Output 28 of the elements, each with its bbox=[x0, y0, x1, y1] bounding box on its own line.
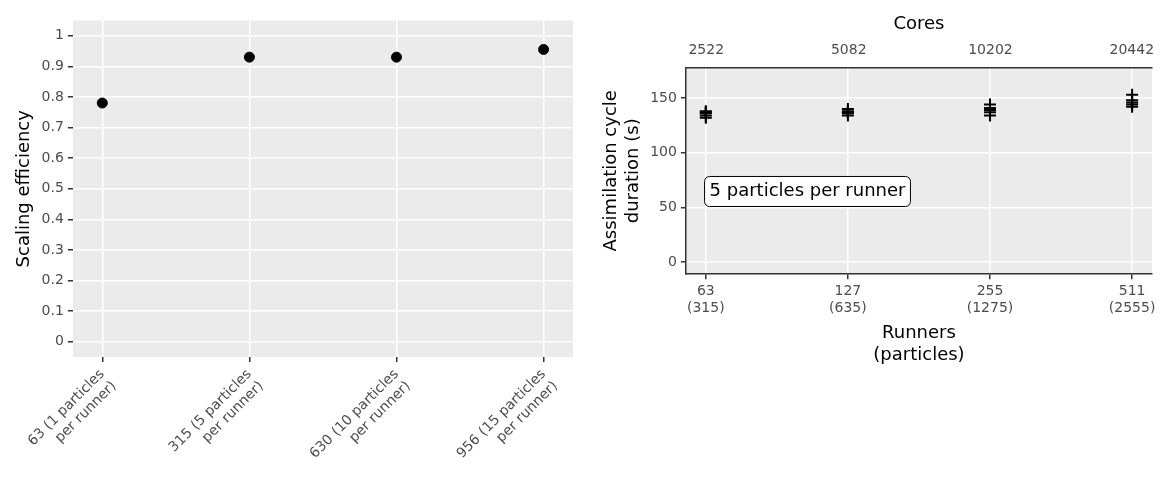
x2-tick-label: 5082 bbox=[830, 40, 867, 57]
x2-tick-label: 20442 bbox=[1109, 40, 1155, 57]
annotation: 5 particles per runner bbox=[709, 179, 907, 201]
y-tick-label: 0.1 bbox=[41, 301, 64, 318]
x-tick-label: 255 (1275) bbox=[966, 282, 1014, 316]
x2-axis-title: Cores bbox=[893, 12, 945, 34]
y-tick-label: 50 bbox=[659, 198, 677, 215]
y-axis-title: Scaling efficiency bbox=[12, 109, 34, 268]
y-tick-label: 0 bbox=[54, 332, 64, 349]
x2-tick-label: 10202 bbox=[968, 40, 1013, 57]
y-tick-label: 0.4 bbox=[41, 210, 64, 226]
x-axis-title: Runners (particles) bbox=[873, 321, 965, 364]
y-tick-label: 150 bbox=[650, 88, 677, 105]
x-tick-label: 511 (2555) bbox=[1108, 282, 1156, 316]
x-tick-label: 63 (315) bbox=[686, 282, 725, 316]
y-tick-label: 0.5 bbox=[41, 179, 64, 196]
x-tick-label: 127 (635) bbox=[829, 282, 867, 316]
y-axis-title: Assimilation cycle duration (s) bbox=[599, 90, 643, 252]
y-tick-label: 0 bbox=[668, 252, 677, 269]
x2-tick-label: 2522 bbox=[688, 40, 725, 57]
y-tick-label: 0.3 bbox=[41, 240, 64, 257]
y-tick-label: 0.7 bbox=[41, 118, 64, 135]
y-tick-label: 0.9 bbox=[41, 56, 64, 73]
y-tick-label: 0.2 bbox=[41, 271, 64, 288]
y-tick-label: 0.6 bbox=[41, 148, 64, 165]
y-tick-label: 100 bbox=[650, 143, 677, 160]
y-tick-label: 1 bbox=[54, 26, 64, 43]
y-tick-label: 0.8 bbox=[41, 87, 64, 104]
